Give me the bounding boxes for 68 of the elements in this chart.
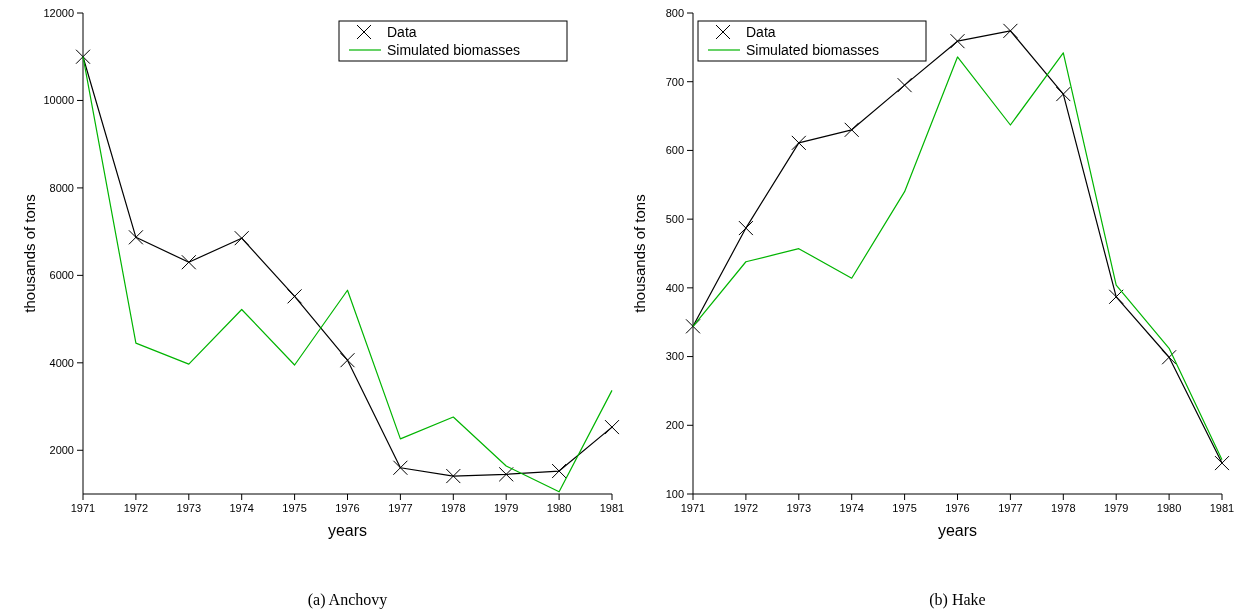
x-tick-label: 1980 [1156, 502, 1182, 514]
text: (b) Hake [929, 591, 986, 609]
point [498, 466, 514, 482]
point [551, 463, 567, 479]
point [75, 49, 91, 65]
y-tick-label: 700 [665, 75, 684, 88]
x-tick-label: 1971 [680, 502, 706, 514]
y-tick-label: 12000 [43, 6, 74, 19]
x-tick-label: 1974 [229, 502, 254, 514]
x-tick-label: 1980 [546, 502, 572, 514]
y-tick-label: 100 [665, 487, 684, 500]
y-tick-label: 600 [665, 144, 684, 157]
point [287, 288, 303, 304]
point [234, 230, 250, 246]
legend-label: Data [746, 23, 776, 40]
point [1161, 349, 1177, 365]
point [738, 220, 754, 236]
x-tick-label: 1976 [945, 502, 970, 514]
point [181, 254, 197, 270]
point [445, 468, 461, 484]
point [685, 318, 701, 334]
point [1002, 23, 1018, 39]
y-tick-label: 300 [665, 350, 684, 363]
point [897, 77, 913, 93]
y-tick-label: 8000 [49, 181, 74, 194]
point [844, 122, 860, 138]
x-tick-label: 1972 [123, 502, 149, 514]
x-tick-label: 1979 [1103, 502, 1129, 514]
y-tick-label: 200 [665, 419, 684, 432]
x-tick-label: 1981 [599, 502, 625, 514]
point [1055, 86, 1071, 102]
point [1214, 455, 1230, 471]
y-tick-label: 400 [665, 281, 684, 294]
legend-label: Simulated biomasses [746, 41, 880, 58]
y-axis-title: thousands of tons [21, 194, 38, 313]
y-tick-label: 6000 [49, 269, 74, 282]
x-tick-label: 1978 [1051, 502, 1076, 514]
y-axis-title: thousands of tons [631, 194, 648, 313]
x-tick-label: 1977 [388, 502, 413, 514]
x-tick-label: 1979 [493, 502, 519, 514]
y-tick-label: 4000 [49, 356, 74, 369]
point [791, 135, 807, 151]
y-tick-label: 800 [665, 6, 684, 19]
text: (a) Anchovy [307, 591, 388, 609]
x-tick-label: 1971 [70, 502, 96, 514]
x-tick-label: 1975 [892, 502, 917, 514]
x-axis-title: years [327, 522, 368, 539]
legend-label: Simulated biomasses [387, 41, 521, 58]
x-axis-title: years [937, 522, 978, 539]
x-tick-label: 1972 [733, 502, 759, 514]
x-tick-label: 1974 [839, 502, 864, 514]
y-tick-label: 500 [665, 212, 684, 225]
legend-label: Data [387, 23, 417, 40]
point [128, 229, 144, 245]
x-tick-label: 1976 [335, 502, 360, 514]
x-tick-label: 1973 [786, 502, 812, 514]
y-tick-label: 2000 [49, 444, 74, 457]
x-tick-label: 1975 [282, 502, 307, 514]
y-tick-label: 10000 [43, 94, 74, 107]
point [1108, 289, 1124, 305]
x-tick-label: 1978 [441, 502, 466, 514]
x-tick-label: 1973 [176, 502, 202, 514]
x-tick-label: 1981 [1209, 502, 1235, 514]
point [340, 352, 355, 368]
point [604, 419, 620, 435]
x-tick-label: 1977 [998, 502, 1023, 514]
point [950, 33, 965, 49]
point [392, 460, 408, 476]
